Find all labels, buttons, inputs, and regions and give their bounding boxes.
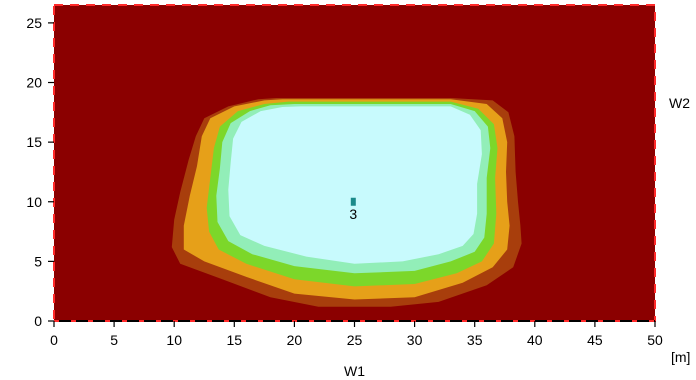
x-tick-label: 15 — [227, 332, 243, 348]
contour-layers — [171, 98, 522, 307]
contour-band-5 — [228, 106, 482, 264]
x-tick-label: 25 — [347, 332, 363, 348]
x-tick-label: 20 — [287, 332, 303, 348]
x-tick-label: 40 — [527, 332, 543, 348]
markers: 3 — [349, 197, 357, 222]
y-tick-label: 25 — [26, 15, 42, 31]
y-tick-label: 5 — [34, 253, 42, 269]
x-tick-label: 10 — [166, 332, 182, 348]
point-label: 3 — [349, 206, 357, 222]
axes: 0 5 10 15 20 25 30 35 40 45 50 0 5 10 15 20 25 — [26, 15, 663, 348]
unit-label: [m] — [671, 349, 690, 365]
x-tick-label: 30 — [407, 332, 423, 348]
x-tick-label: 45 — [587, 332, 603, 348]
x-tick-label: 50 — [647, 332, 663, 348]
point-marker — [350, 197, 356, 206]
y-tick-label: 10 — [26, 194, 42, 210]
x-tick-label: 35 — [467, 332, 483, 348]
side-label: W2 — [669, 95, 690, 111]
x-tick-label: 5 — [110, 332, 118, 348]
x-tick-label: 0 — [50, 332, 58, 348]
y-tick-label: 0 — [34, 313, 42, 329]
x-axis-label: W1 — [344, 363, 365, 379]
y-tick-label: 15 — [26, 134, 42, 150]
y-tick-label: 20 — [26, 75, 42, 91]
